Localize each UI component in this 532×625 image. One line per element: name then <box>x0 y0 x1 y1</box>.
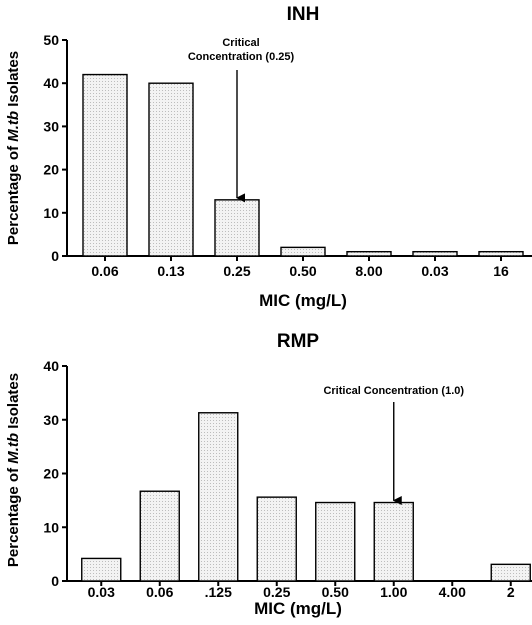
x-tick-label: 0.50 <box>289 263 316 279</box>
x-tick-label: 2 <box>507 584 515 600</box>
y-tick-label: 40 <box>43 75 59 91</box>
x-tick-label: .125 <box>205 584 232 600</box>
bar <box>412 250 458 257</box>
annotation-text: Critical Concentration (0.25) <box>188 37 295 63</box>
y-tick-label: 50 <box>43 32 59 48</box>
y-tick-label: 30 <box>43 412 59 428</box>
bar <box>148 82 194 257</box>
x-tick-label: 8.00 <box>355 263 382 279</box>
x-tick-label: 0.03 <box>421 263 448 279</box>
bar <box>82 73 128 257</box>
bar <box>478 250 524 257</box>
inh-chart: INH MIC (mg/L) Percentage of M.tb Isolat… <box>5 4 532 310</box>
y-tick-label: 30 <box>43 118 59 134</box>
x-tick-label: 16 <box>493 263 509 279</box>
bar <box>81 557 122 582</box>
bar <box>214 199 260 257</box>
y-tick-label: 20 <box>43 162 59 178</box>
annotation-text: Critical Concentration (1.0) <box>323 385 464 397</box>
y-axis-label: Percentage of M.tb Isolates <box>5 373 22 567</box>
bar <box>280 246 326 257</box>
x-tick-label: 0.06 <box>146 584 173 600</box>
y-tick-label: 40 <box>43 358 59 374</box>
bar <box>315 501 356 582</box>
bar <box>139 490 180 582</box>
bar <box>490 563 531 582</box>
x-tick-label: 0.25 <box>263 584 290 600</box>
bar <box>198 412 239 582</box>
y-tick-label: 10 <box>43 205 59 221</box>
y-tick-label: 0 <box>51 248 59 264</box>
x-tick-label: 0.03 <box>88 584 115 600</box>
y-tick-label: 10 <box>43 519 59 535</box>
bar <box>256 496 297 582</box>
x-tick-label: 0.06 <box>91 263 118 279</box>
chart-title: INH <box>287 4 320 25</box>
x-tick-label: 0.50 <box>322 584 349 600</box>
chart-title: RMP <box>277 331 320 352</box>
rmp-chart: RMP MIC (mg/L) Percentage of M.tb Isolat… <box>5 331 532 618</box>
bar <box>373 501 414 582</box>
bar <box>346 250 392 257</box>
x-axis-label: MIC (mg/L) <box>254 599 342 618</box>
x-tick-label: 1.00 <box>380 584 407 600</box>
y-tick-label: 20 <box>43 466 59 482</box>
x-tick-label: 0.13 <box>157 263 184 279</box>
y-axis-label: Percentage of M.tb Isolates <box>5 51 22 245</box>
x-tick-label: 4.00 <box>439 584 466 600</box>
y-tick-label: 0 <box>51 573 59 589</box>
x-axis-label: MIC (mg/L) <box>259 291 347 310</box>
x-tick-label: 0.25 <box>223 263 250 279</box>
